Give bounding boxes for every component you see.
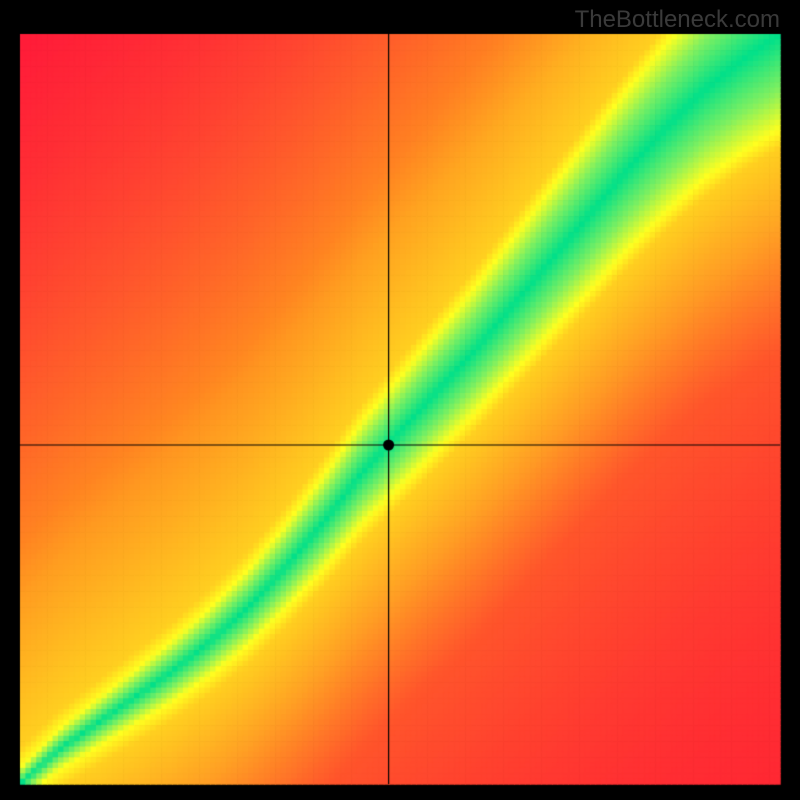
bottleneck-heatmap	[0, 0, 800, 800]
watermark-text: TheBottleneck.com	[575, 6, 780, 34]
